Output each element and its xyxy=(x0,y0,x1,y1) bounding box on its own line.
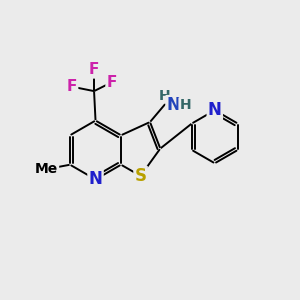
Text: N: N xyxy=(88,170,103,188)
Text: H: H xyxy=(159,88,170,103)
Text: N: N xyxy=(208,101,222,119)
Text: Me: Me xyxy=(35,162,58,176)
Text: N: N xyxy=(167,96,181,114)
Text: H: H xyxy=(179,98,191,112)
Text: F: F xyxy=(67,79,77,94)
Text: F: F xyxy=(89,62,99,77)
Text: S: S xyxy=(135,167,147,185)
Text: F: F xyxy=(106,75,117,90)
